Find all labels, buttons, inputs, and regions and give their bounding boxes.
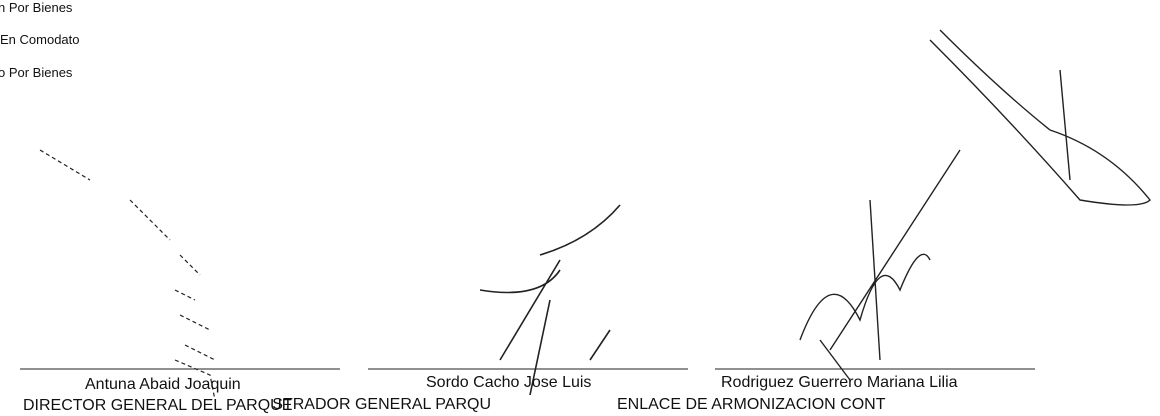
signature <box>799 29 1151 381</box>
signatory-name: Rodriguez Guerrero Mariana Lilia <box>721 374 958 391</box>
legend-text: n Por Bienes <box>0 0 73 15</box>
role-text: ADMINISTRADOR GENERAL PARQU <box>271 396 491 413</box>
legend-text: o Por Bienes <box>0 65 73 80</box>
signatory-role: ADMINISTRADOR GENERAL PARQU <box>271 396 491 414</box>
signatory-role: ENLACE DE ARMONIZACION CONT <box>617 396 886 413</box>
signature <box>479 204 621 396</box>
signatory-role: DIRECTOR GENERAL DEL PARQUE <box>23 397 293 414</box>
legend-text: En Comodato <box>0 32 80 47</box>
signature <box>39 149 216 401</box>
signatory-name: Antuna Abaid Joaquin <box>85 376 241 393</box>
signatory-name: Sordo Cacho Jose Luis <box>426 374 592 391</box>
